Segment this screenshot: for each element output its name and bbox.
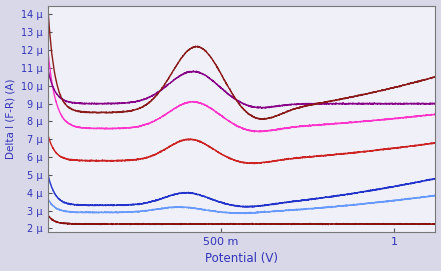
X-axis label: Potential (V): Potential (V) <box>205 253 278 265</box>
Y-axis label: Delta I (F-R) (A): Delta I (F-R) (A) <box>6 79 15 159</box>
